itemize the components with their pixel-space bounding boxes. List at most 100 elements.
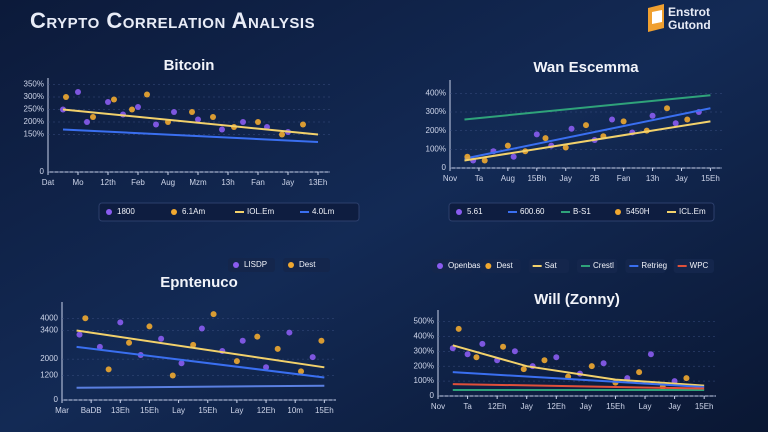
legend-swatch <box>456 209 462 215</box>
y-tick-label: 3400 <box>40 326 58 335</box>
y-tick-label: 200% <box>24 117 44 126</box>
legend-item-bg <box>283 258 330 272</box>
legend-label: WPC <box>690 261 709 270</box>
point <box>464 153 471 160</box>
x-tick-label: 10m <box>287 406 303 415</box>
point <box>520 366 527 373</box>
legend-box <box>448 202 715 222</box>
point <box>146 323 153 330</box>
x-tick-label: Jay <box>580 402 592 411</box>
x-tick-label: 13Eh <box>111 406 130 415</box>
point <box>600 360 607 367</box>
point <box>683 375 690 382</box>
y-tick-label: 1200 <box>40 371 58 380</box>
legend-label: ICL.Em <box>679 207 706 216</box>
y-tick-label: 300% <box>426 107 446 116</box>
point <box>158 335 165 342</box>
logo: Enstrot Gutond <box>648 4 711 32</box>
point <box>649 112 656 119</box>
legend-label: Dest <box>496 261 513 270</box>
legend-label: LISDP <box>244 260 267 269</box>
panel-title: Bitcoin <box>164 57 215 74</box>
point <box>479 340 486 347</box>
point <box>620 118 627 125</box>
y-tick-label: 0 <box>40 167 45 176</box>
x-tick-label: Nov <box>431 402 445 411</box>
x-tick-label: Fan <box>617 174 631 183</box>
legend-label: Crestl <box>593 261 614 270</box>
point <box>171 109 177 115</box>
legend-label: Retrieg <box>641 261 667 270</box>
legend-swatch <box>615 209 621 215</box>
point <box>318 337 325 344</box>
legend-label: 5450H <box>626 207 650 216</box>
trend-line <box>464 94 711 121</box>
y-tick-label: 100% <box>414 376 434 385</box>
point <box>504 142 511 149</box>
point <box>198 325 205 332</box>
y-tick-label: 0 <box>54 395 59 404</box>
point <box>553 354 560 361</box>
point <box>455 325 462 332</box>
point <box>195 116 201 123</box>
panel-title: Epntenuco <box>160 274 238 291</box>
logo-text: Gutond <box>668 18 711 32</box>
point <box>298 368 305 375</box>
point <box>449 345 456 352</box>
x-tick-label: 12Eh <box>547 402 566 411</box>
x-tick-label: 15Eh <box>701 174 720 183</box>
trend-line <box>76 329 325 369</box>
x-tick-label: Mar <box>55 406 69 415</box>
x-tick-label: 13h <box>646 174 659 183</box>
y-tick-label: 400% <box>414 331 434 340</box>
x-tick-label: Nov <box>443 174 457 183</box>
y-tick-label: 350% <box>24 80 44 89</box>
legend-swatch <box>106 209 112 215</box>
point <box>500 343 507 350</box>
point <box>189 109 195 115</box>
point <box>588 363 595 370</box>
point <box>76 331 83 338</box>
point <box>111 96 117 103</box>
point <box>96 343 103 350</box>
point <box>233 358 240 365</box>
x-tick-label: Feb <box>131 178 145 187</box>
point <box>255 119 261 125</box>
legend-label: 4.0Lm <box>312 207 335 216</box>
point <box>473 354 480 361</box>
point <box>481 157 488 164</box>
x-tick-label: 15Eh <box>198 406 217 415</box>
legend-label: 1800 <box>117 207 135 216</box>
page-title: Crypto Correlation Analysis <box>30 8 315 33</box>
x-tick-label: Jay <box>282 178 294 187</box>
point <box>210 114 216 120</box>
y-tick-label: 300% <box>414 346 434 355</box>
legend-swatch <box>233 262 239 268</box>
point <box>90 114 96 120</box>
trend-line <box>452 383 705 390</box>
point <box>135 104 141 110</box>
x-tick-label: 15Eh <box>315 406 334 415</box>
point <box>169 372 176 379</box>
x-tick-label: Jay <box>560 174 572 183</box>
legend-label: 600.60 <box>520 207 545 216</box>
x-tick-label: Lay <box>230 406 243 415</box>
legend-box <box>98 202 360 222</box>
y-tick-label: 500% <box>414 317 434 326</box>
x-tick-label: 13h <box>221 178 234 187</box>
x-tick-label: Ta <box>463 402 472 411</box>
y-tick-label: 200% <box>414 361 434 370</box>
x-tick-label: Fan <box>251 178 265 187</box>
point <box>105 366 112 373</box>
y-tick-label: 2000 <box>40 354 58 363</box>
y-tick-label: 300% <box>24 92 44 101</box>
point <box>153 121 159 128</box>
legend-item-bg <box>480 259 521 273</box>
point <box>240 119 246 125</box>
point <box>636 369 643 376</box>
panel: Bitcoin 0 150% 200% 250% 300% 350% Dat Mo 12th Feb… <box>24 57 360 222</box>
point <box>533 131 540 138</box>
x-tick-label: Jay <box>675 174 687 183</box>
point <box>309 354 316 361</box>
